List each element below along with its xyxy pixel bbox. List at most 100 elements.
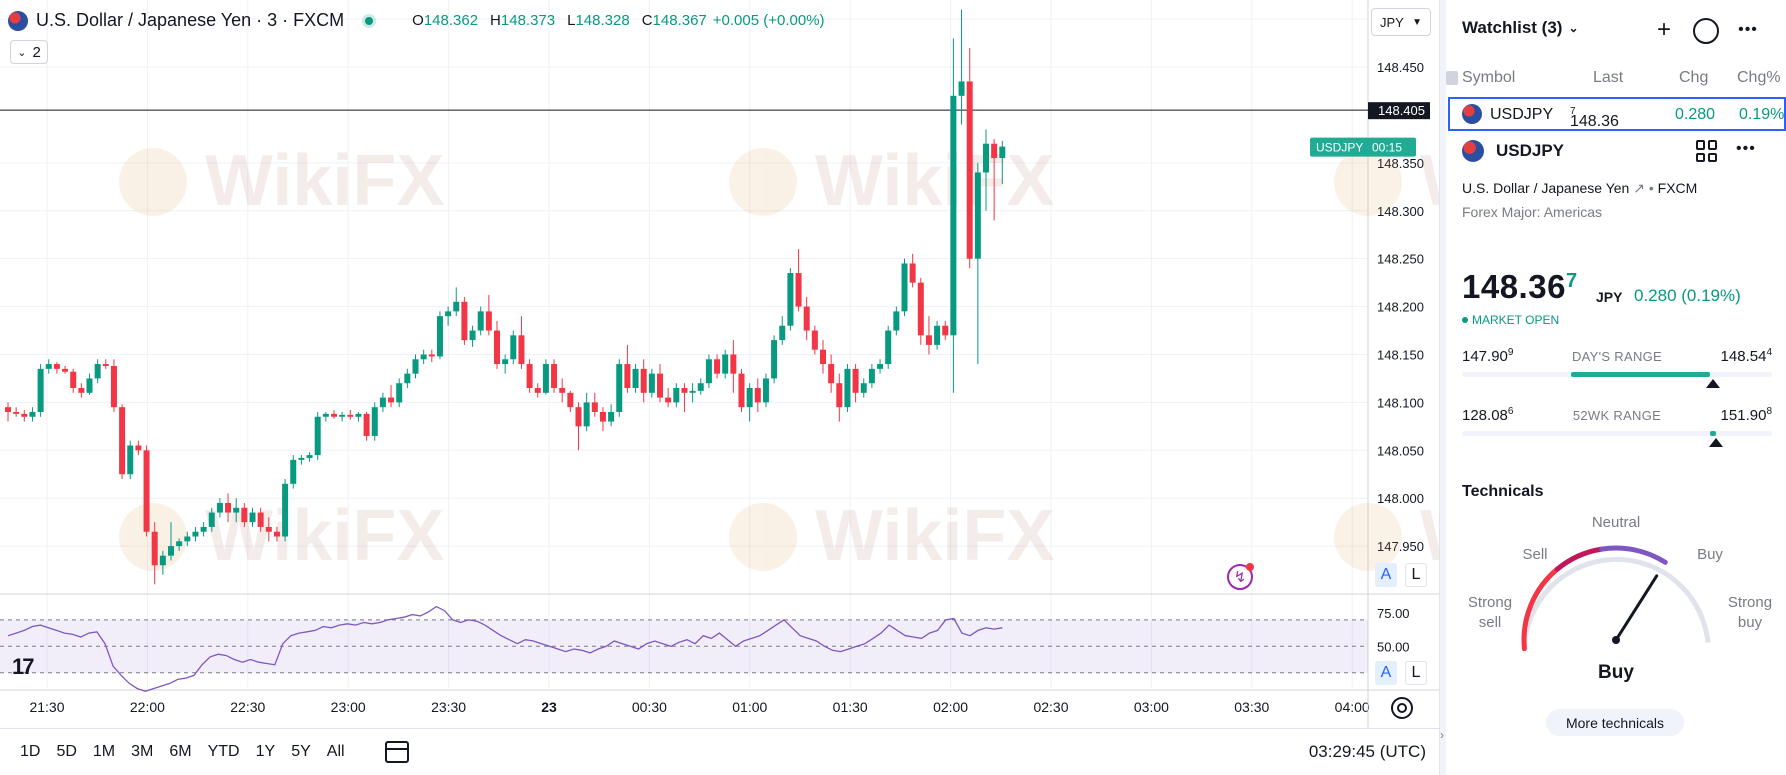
chart-pane[interactable]: 148.500148.450148.350148.300148.250148.2…: [0, 0, 1440, 775]
wikifx-watermark: WikiFX: [119, 496, 444, 576]
row-chg-percent: 0.19%: [1739, 106, 1785, 123]
candle-body: [681, 388, 688, 393]
more-options-icon[interactable]: •••: [1738, 21, 1758, 38]
tradingview-logo[interactable]: 17: [12, 654, 35, 679]
candle-body: [542, 364, 549, 393]
more-options-icon[interactable]: •••: [1736, 140, 1756, 157]
status-dot-icon: [1462, 317, 1468, 323]
market-status-icon[interactable]: [362, 13, 377, 28]
gauge-label-strong-buy: Strong buy: [1727, 594, 1773, 631]
52wk-range: 128.086 52WK RANGE 151.908: [1462, 406, 1772, 447]
indicators-count: 2: [32, 43, 41, 61]
candle-body: [371, 407, 378, 436]
svg-text:WikiFX: WikiFX: [1420, 141, 1440, 221]
utc-clock[interactable]: 03:29:45 (UTC): [1308, 742, 1426, 761]
candle-body: [559, 388, 566, 393]
market-status-text: MARKET OPEN: [1472, 313, 1560, 327]
details-symbol[interactable]: USDJPY: [1496, 141, 1565, 160]
pie-chart-icon[interactable]: [1693, 18, 1719, 44]
col-chg-percent[interactable]: Chg%: [1737, 69, 1781, 86]
candle-body: [494, 330, 500, 365]
chevron-down-icon: ⌄: [1568, 21, 1579, 35]
candle-body: [184, 536, 191, 542]
52wk-range-fill: [1710, 431, 1717, 436]
range-button-6m[interactable]: 6M: [169, 743, 192, 760]
price-change: 0.280 (0.19%): [1634, 286, 1741, 305]
candle-body: [168, 546, 174, 556]
column-toggle-icon[interactable]: [1446, 71, 1458, 85]
candle-body: [461, 301, 468, 341]
svg-text:WikiFX: WikiFX: [205, 141, 444, 221]
candle-body: [852, 368, 859, 393]
indicators-collapse-button[interactable]: ⌄ 2: [10, 40, 48, 64]
candle-body: [314, 416, 321, 456]
technicals-title[interactable]: Technicals: [1462, 483, 1544, 500]
candle-body: [820, 349, 826, 365]
candle-body: [779, 325, 786, 341]
candle-body: [657, 373, 663, 398]
price-tick-label: 148.000: [1377, 491, 1424, 506]
range-button-1m[interactable]: 1M: [92, 743, 116, 760]
details-name[interactable]: U.S. Dollar / Japanese Yen: [1462, 180, 1630, 196]
rsi-auto-scale-button[interactable]: A: [1375, 661, 1397, 685]
candle-body: [273, 531, 280, 537]
rsi-log-scale-button[interactable]: L: [1405, 661, 1427, 685]
time-tick-label: 01:30: [833, 699, 868, 715]
more-technicals-button[interactable]: More technicals: [1546, 709, 1684, 736]
candle-body: [453, 301, 460, 312]
add-symbol-icon[interactable]: +: [1656, 16, 1671, 43]
candle-body: [722, 354, 729, 374]
candle-body: [200, 526, 207, 532]
gauge-hub: [1612, 636, 1620, 644]
candle-body: [5, 407, 11, 412]
time-tick-label: 00:30: [632, 699, 667, 715]
details-name-row: U.S. Dollar / Japanese Yen ↗ • FXCM: [1462, 180, 1698, 196]
watchlist-header[interactable]: Watchlist (3) ⌄: [1462, 18, 1579, 38]
external-link-icon[interactable]: ↗: [1633, 180, 1645, 196]
candle-body: [135, 445, 142, 451]
grid-view-icon[interactable]: [1696, 140, 1718, 162]
watchlist-column-headers: Symbol Last Chg Chg%: [1446, 66, 1786, 92]
chevron-down-icon: ▼: [1412, 16, 1422, 28]
range-button-all[interactable]: All: [326, 743, 345, 760]
candle-body: [983, 143, 989, 173]
candle-body: [290, 459, 297, 484]
watchlist-row[interactable]: USDJPY 148.36 7 0.280 0.19%: [1448, 97, 1786, 131]
last-price-sup: 7: [1565, 270, 1578, 292]
range-button-5y[interactable]: 5Y: [291, 743, 311, 760]
col-chg[interactable]: Chg: [1679, 69, 1709, 86]
candle-body: [877, 364, 884, 369]
technicals-verdict: Buy: [1598, 662, 1634, 683]
time-tick-label: 23:00: [331, 699, 366, 715]
candle-body: [648, 373, 655, 393]
auto-scale-button[interactable]: A: [1375, 563, 1397, 587]
log-scale-button[interactable]: L: [1405, 563, 1427, 587]
details-category[interactable]: Forex Major: Americas: [1462, 204, 1603, 220]
range-button-5d[interactable]: 5D: [56, 743, 77, 760]
legend-symbol-title[interactable]: U.S. Dollar / Japanese Yen · 3 · FXCM: [36, 10, 345, 30]
range-button-1d[interactable]: 1D: [20, 743, 41, 760]
range-button-3m[interactable]: 3M: [131, 743, 154, 760]
calendar-icon[interactable]: [384, 741, 409, 763]
settings-gear-icon[interactable]: [1391, 697, 1413, 719]
range-button-ytd[interactable]: YTD: [207, 743, 240, 760]
range-button-1y[interactable]: 1Y: [255, 743, 276, 760]
candle-body: [78, 388, 85, 393]
price-chart[interactable]: 148.500148.450148.350148.300148.250148.2…: [0, 0, 1440, 728]
lightning-icon[interactable]: ↯: [1227, 563, 1254, 590]
currency-select[interactable]: JPY ▼: [1371, 8, 1431, 36]
wikifx-watermark: WikiFX: [1334, 496, 1439, 576]
time-tick-label: 02:00: [933, 699, 968, 715]
candle-body: [404, 373, 411, 384]
candle-body: [110, 365, 117, 408]
candle-body: [836, 383, 843, 408]
legend-open-key: O: [412, 12, 424, 29]
candle-body: [697, 383, 704, 391]
details-exchange[interactable]: FXCM: [1657, 180, 1698, 196]
candle-body: [567, 392, 574, 408]
svg-text:WikiFX: WikiFX: [815, 141, 1054, 221]
col-last[interactable]: Last: [1593, 69, 1624, 86]
52wk-high-sup: 8: [1766, 406, 1772, 417]
col-symbol[interactable]: Symbol: [1462, 69, 1516, 86]
sidebar-splitter[interactable]: ›: [1440, 0, 1446, 775]
